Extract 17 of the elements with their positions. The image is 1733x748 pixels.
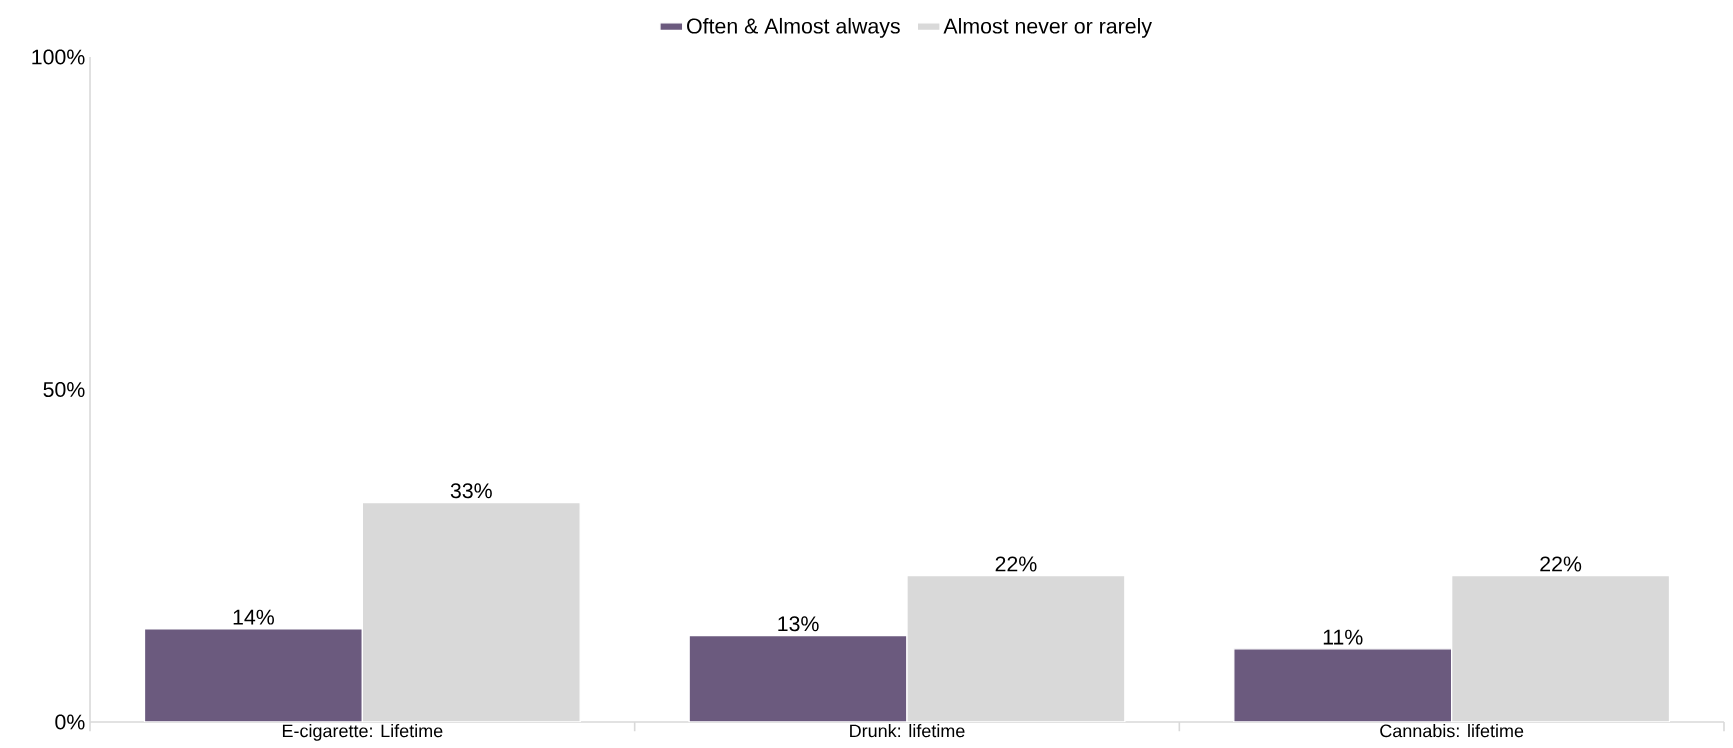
legend-label: Almost never or rarely xyxy=(943,17,1152,38)
legend-label: Often & Almost always xyxy=(687,17,900,38)
data-label: 22% xyxy=(995,556,1037,572)
x-tick-label: Drunk: lifetime xyxy=(850,724,965,738)
data-label: 14% xyxy=(233,609,274,625)
data-label: 22% xyxy=(1540,556,1582,572)
data-label: 13% xyxy=(778,616,819,632)
data-label: 11% xyxy=(1323,629,1363,645)
y-tick-label: 0% xyxy=(55,714,85,730)
data-label: 33% xyxy=(450,483,492,499)
x-tick-label: E-cigarette: Lifetime xyxy=(282,724,443,741)
bar xyxy=(1233,648,1453,722)
y-tick-label: 100% xyxy=(32,49,85,65)
bar xyxy=(143,628,364,722)
y-tick-label: 50% xyxy=(43,381,85,398)
x-tick-label: Cannabis: lifetime xyxy=(1380,724,1524,738)
bar xyxy=(688,634,908,722)
